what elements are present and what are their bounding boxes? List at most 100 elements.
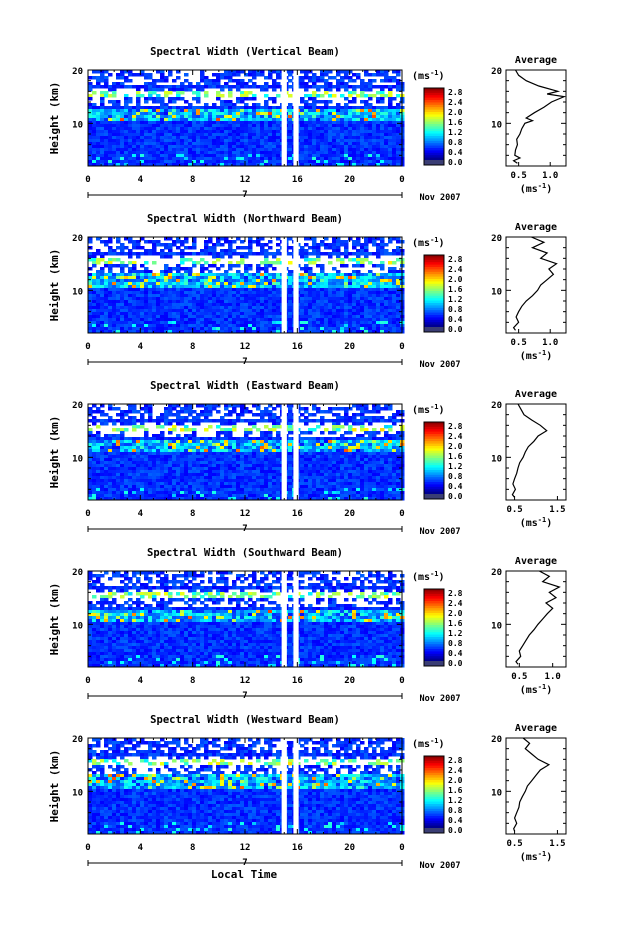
heatmap-cell [236, 109, 241, 113]
heatmap-cell [392, 157, 397, 161]
heatmap-cell [156, 70, 161, 74]
heatmap-cell [108, 330, 113, 334]
heatmap-cell [248, 160, 253, 164]
heatmap-cell [372, 163, 377, 167]
heatmap-cell [184, 419, 189, 423]
heatmap-cell [332, 407, 337, 411]
heatmap-cell [348, 330, 353, 334]
heatmap-cell [352, 97, 357, 101]
heatmap-cell [108, 276, 113, 280]
heatmap-cell [256, 130, 261, 134]
heatmap-cell [320, 70, 325, 74]
heatmap-cell [336, 309, 341, 313]
heatmap-cell [360, 106, 365, 110]
heatmap-cell [360, 288, 365, 292]
heatmap-cell [376, 145, 381, 149]
heatmap-cell [260, 154, 265, 158]
heatmap-cell [132, 422, 137, 426]
heatmap-cell [316, 315, 321, 319]
x-tick-label: 4 [138, 175, 144, 185]
heatmap-cell [248, 318, 253, 322]
heatmap-cell [324, 154, 329, 158]
heatmap-cell [320, 85, 325, 89]
heatmap-cell [396, 73, 401, 77]
heatmap-cell [164, 79, 169, 83]
heatmap-cell [256, 294, 261, 298]
heatmap-cell [220, 127, 225, 131]
heatmap-cell [148, 85, 153, 89]
heatmap-cell [180, 255, 185, 259]
heatmap-cell [188, 103, 193, 107]
heatmap-cell [264, 243, 269, 247]
heatmap-cell [188, 282, 193, 286]
heatmap-cell [192, 428, 197, 432]
heatmap-cell [176, 306, 181, 310]
heatmap-cell [264, 306, 269, 310]
heatmap-cell [356, 85, 361, 89]
colorbar-tick-label: 0.4 [448, 315, 463, 324]
heatmap-cell [392, 163, 397, 167]
heatmap-cell [384, 297, 389, 301]
heatmap-cell [108, 157, 113, 161]
heatmap-cell [340, 109, 345, 113]
heatmap-cell [248, 431, 253, 435]
heatmap-cell [236, 139, 241, 143]
heatmap-cell [388, 312, 393, 316]
heatmap-cell [148, 291, 153, 295]
heatmap-cell [88, 124, 93, 128]
heatmap-cell [272, 330, 277, 334]
heatmap-cell [244, 279, 249, 283]
heatmap-cell [332, 300, 337, 304]
heatmap-cell [120, 145, 125, 149]
heatmap-cell [124, 279, 129, 283]
heatmap-cell [164, 324, 169, 328]
heatmap-cell [116, 106, 121, 110]
heatmap-cell [152, 246, 157, 250]
heatmap-cell [228, 163, 233, 167]
heatmap-cell [244, 73, 249, 77]
heatmap-cell [240, 139, 245, 143]
heatmap-cell [384, 306, 389, 310]
colorbar-tick-label: 2.4 [448, 265, 463, 274]
colorbar-floor [424, 160, 444, 165]
heatmap-cell [132, 139, 137, 143]
heatmap-cell [204, 103, 209, 107]
heatmap-cell [308, 413, 313, 417]
heatmap-cell [208, 82, 213, 86]
heatmap-cell [344, 327, 349, 331]
heatmap-cell [216, 82, 221, 86]
heatmap-cell [164, 118, 169, 122]
heatmap-cell [144, 118, 149, 122]
heatmap-cell [132, 115, 137, 119]
heatmap-cell [276, 163, 281, 167]
heatmap-cell [140, 318, 145, 322]
x-tick-label: 0 [85, 175, 90, 185]
heatmap-cell [132, 127, 137, 131]
heatmap-cell [152, 127, 157, 131]
heatmap-cell [360, 94, 365, 98]
heatmap-cell [348, 133, 353, 137]
heatmap-cell [132, 145, 137, 149]
heatmap-cell [392, 261, 397, 265]
heatmap-cell [252, 252, 257, 256]
heatmap-cell [256, 151, 261, 155]
heatmap-cell [208, 148, 213, 152]
heatmap-cell [188, 297, 193, 301]
heatmap-cell [384, 148, 389, 152]
heatmap-cell [300, 121, 305, 125]
heatmap-cell [168, 419, 173, 423]
heatmap-cell [200, 124, 205, 128]
heatmap-cell [248, 246, 253, 250]
heatmap-cell [320, 276, 325, 280]
heatmap-cell [168, 312, 173, 316]
heatmap-cell [360, 315, 365, 319]
heatmap-cell [316, 407, 321, 411]
heatmap-cell [268, 70, 273, 74]
heatmap-cell [356, 300, 361, 304]
heatmap-cell [112, 282, 117, 286]
heatmap-cell [244, 124, 249, 128]
heatmap-cell [192, 276, 197, 280]
heatmap-cell [160, 88, 165, 92]
heatmap-cell [208, 109, 213, 113]
heatmap-cell [180, 124, 185, 128]
